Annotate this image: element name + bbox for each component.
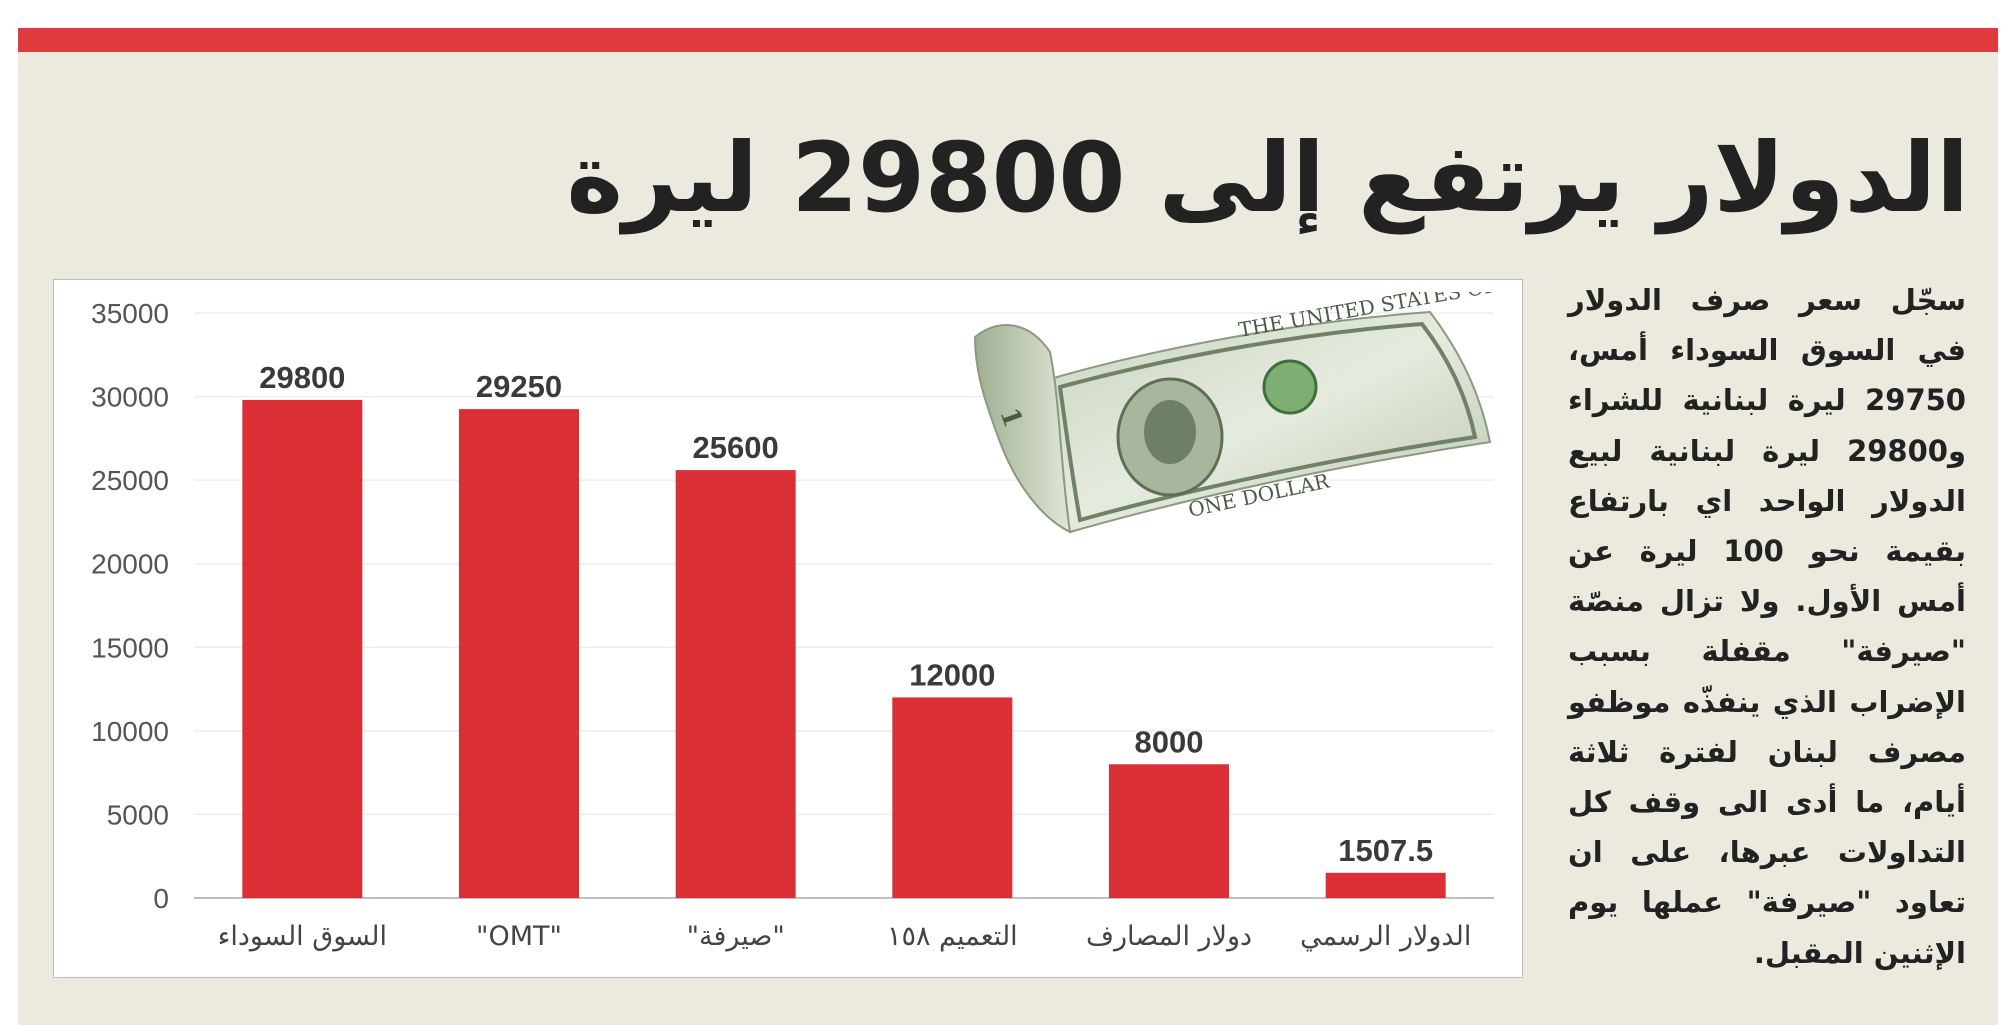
bar (459, 409, 579, 898)
category-label: "صيرفة" (687, 921, 785, 952)
headline: الدولار يرتفع إلى 29800 ليرة (566, 122, 1969, 234)
y-tick-label: 0 (153, 883, 169, 914)
bar (1109, 764, 1229, 898)
y-tick-label: 25000 (91, 465, 169, 496)
category-label: الدولار الرسمي (1300, 921, 1471, 952)
data-label: 29800 (259, 360, 345, 395)
data-label: 12000 (909, 657, 995, 692)
bar (242, 399, 363, 898)
category-label: السوق السوداء (218, 921, 387, 952)
chart-svg: 0 5000 10000 15000 20000 25000 30000 35000 29800… (91, 298, 1494, 952)
data-label: 29250 (476, 369, 562, 404)
bar (892, 697, 1013, 898)
article-text: سجّل سعر صرف الدولار في السوق السوداء أم… (1568, 283, 1966, 970)
y-tick-label: 35000 (91, 298, 169, 329)
bar (1325, 872, 1446, 898)
bar (675, 470, 796, 898)
y-tick-label: 20000 (91, 549, 169, 580)
category-label: التعميم ١٥٨ (887, 921, 1018, 952)
data-label: 8000 (1135, 724, 1204, 759)
category-label: دولار المصارف (1086, 921, 1252, 952)
data-label: 1507.5 (1338, 833, 1433, 868)
category-label: "OMT" (476, 921, 562, 952)
y-tick-label: 10000 (91, 716, 169, 747)
data-label: 25600 (693, 430, 779, 465)
y-tick-label: 15000 (91, 632, 169, 663)
y-tick-label: 30000 (91, 382, 169, 413)
top-accent-bar (18, 28, 1998, 52)
dollar-bill-image: THE UNITED STATES OF AMERICA ONE DOLLAR … (973, 292, 1500, 534)
y-tick-label: 5000 (107, 799, 169, 830)
